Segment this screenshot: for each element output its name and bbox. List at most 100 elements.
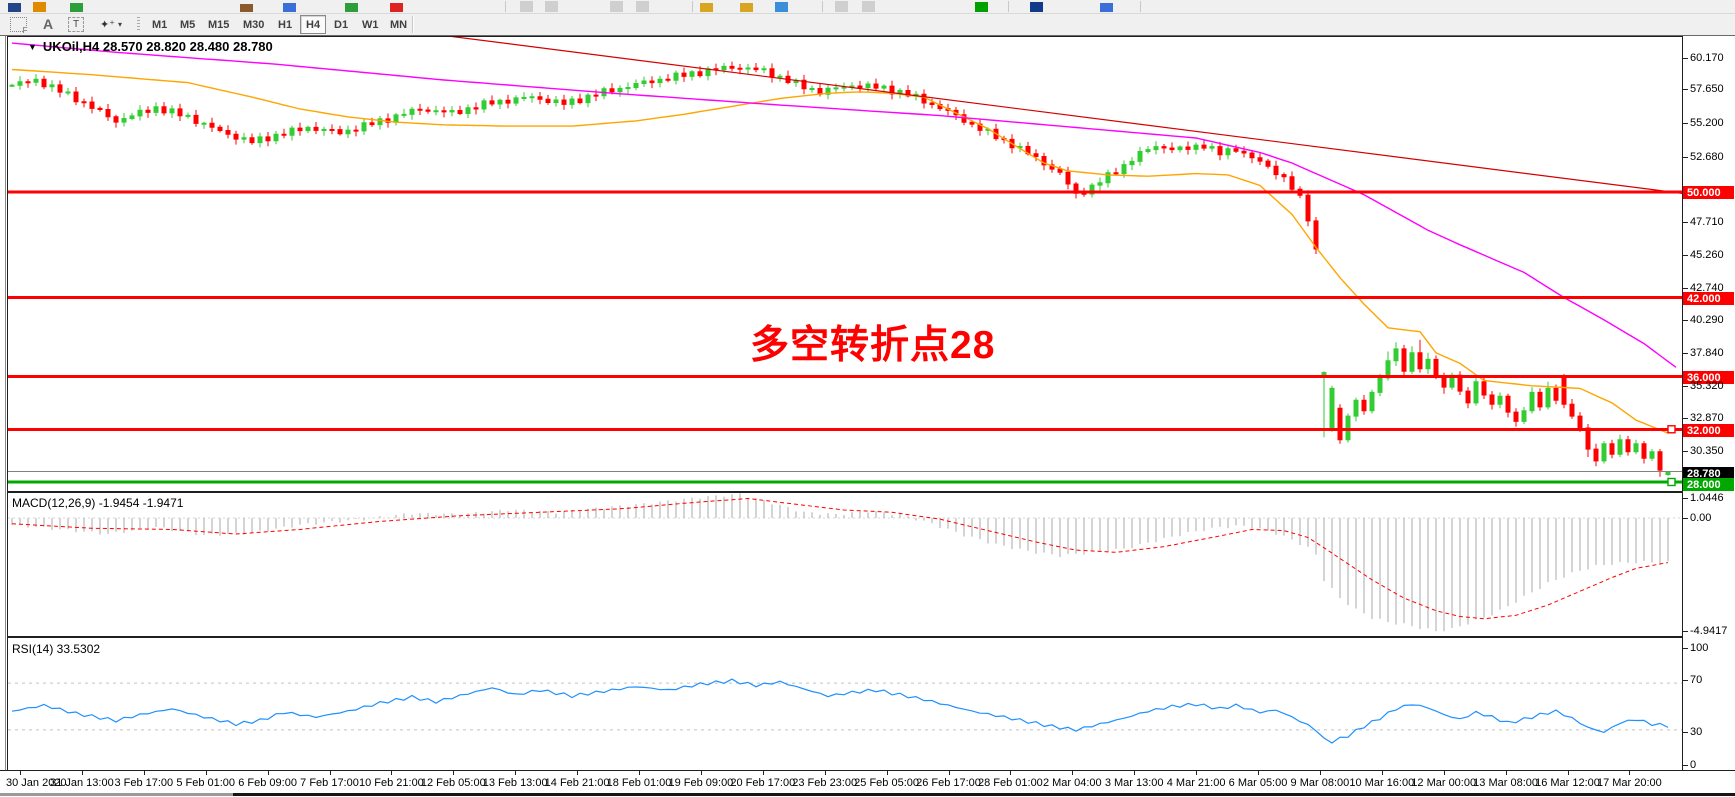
axis-tick — [1683, 222, 1688, 223]
chevron-down-icon: ▾ — [118, 19, 123, 29]
toolbar-icon-fragment[interactable] — [862, 1, 875, 12]
toolbar-icon-fragment[interactable] — [975, 2, 988, 12]
date-axis-label: 31 Jan 13:00 — [50, 777, 114, 789]
date-tick — [700, 771, 702, 775]
price-axis-label: 32.870 — [1690, 412, 1724, 424]
down-candle-bodies — [25, 65, 1663, 471]
date-tick — [329, 771, 331, 775]
annotation-text[interactable]: 多空转折点28 — [750, 324, 996, 367]
axis-tick — [1683, 418, 1688, 419]
line-handle — [1667, 425, 1676, 434]
date-tick — [1567, 771, 1569, 775]
date-axis-label: 12 Mar 00:00 — [1411, 777, 1477, 789]
toolbar-icon-fragment[interactable] — [8, 3, 21, 12]
date-tick — [762, 771, 764, 775]
toolbar-icon-fragment[interactable] — [390, 3, 403, 12]
timeframe-button-m5[interactable]: M5 — [180, 18, 196, 31]
chart-dropdown-icon[interactable]: ▼ — [28, 42, 37, 52]
timeframe-button-mn[interactable]: MN — [390, 18, 408, 31]
toolbar-icon-fragment[interactable] — [610, 1, 623, 12]
axis-tick — [1683, 648, 1688, 649]
date-tick — [143, 771, 145, 775]
timeframe-button-h1[interactable]: H1 — [278, 18, 293, 31]
rsi-indicator-panel[interactable] — [7, 637, 1683, 771]
price-axis-label: 47.710 — [1690, 216, 1724, 228]
level-price-label: 32.000 — [1683, 424, 1734, 437]
date-axis-label: 30 Jan 2020 — [6, 777, 67, 789]
scrollbar-thumb[interactable] — [233, 793, 1735, 796]
axis-tick — [1683, 255, 1688, 256]
date-tick — [639, 771, 640, 775]
toolbar-icon-fragment[interactable] — [636, 1, 649, 12]
date-axis-label: 17 Mar 20:00 — [1596, 777, 1662, 789]
chart-window-top-edge — [0, 35, 1735, 36]
toolbar-separator — [412, 16, 414, 33]
timeframe-button-d1[interactable]: D1 — [334, 18, 349, 31]
toolbar-icon-fragment[interactable] — [1030, 2, 1043, 12]
rsi-label: RSI(14) 33.5302 — [12, 642, 101, 656]
date-axis-label: 16 Mar 12:00 — [1535, 777, 1600, 789]
axis-tick — [1683, 680, 1688, 681]
price-axis-label: 40.290 — [1690, 314, 1724, 326]
date-tick — [81, 771, 83, 775]
date-axis-label: 6 Mar 05:00 — [1228, 777, 1288, 789]
scrollbar-track[interactable] — [0, 793, 233, 796]
toolbar-icon-fragment[interactable] — [283, 3, 296, 12]
ma-slow-magenta-line — [11, 42, 1677, 368]
price-axis-label: 45.260 — [1690, 249, 1724, 261]
grid-icon: F — [9, 16, 28, 35]
toolbar-icon-fragment[interactable] — [1100, 3, 1113, 12]
toolbar-icon-fragment[interactable] — [33, 2, 46, 12]
toolbar-icon-fragment[interactable] — [70, 3, 83, 12]
date-tick — [1381, 771, 1383, 775]
timeframe-button-m1[interactable]: M1 — [152, 18, 168, 31]
price-axis-label: 37.840 — [1690, 347, 1724, 359]
grid-tool-button[interactable]: F — [6, 15, 30, 35]
price-axis-label: 35.320 — [1690, 380, 1724, 392]
chart-title[interactable]: ▼ UKOil,H4 28.570 28.820 28.480 28.780 — [28, 39, 273, 54]
axis-tick — [1683, 732, 1688, 733]
date-tick — [1010, 771, 1012, 775]
axis-tick — [1683, 320, 1688, 321]
axis-tick — [1683, 451, 1688, 452]
date-axis-label: 23 Feb 23:00 — [792, 777, 858, 789]
date-axis-label: 28 Feb 01:00 — [977, 777, 1043, 789]
timeframe-button-h4[interactable]: H4 — [300, 15, 327, 34]
toolbar-icon-fragment[interactable] — [520, 1, 533, 12]
axis-tick — [1683, 353, 1688, 354]
timeframe-button-m30[interactable]: M30 — [243, 18, 265, 31]
axis-tick — [1683, 765, 1688, 766]
main-price-chart[interactable] — [7, 36, 1683, 492]
ma-fast-orange-line — [11, 68, 1669, 434]
macd-histogram — [11, 493, 1669, 632]
timeframe-button-m15[interactable]: M15 — [208, 18, 230, 31]
toolbar-icon-fragment[interactable] — [345, 3, 358, 12]
axis-tick — [1683, 518, 1688, 519]
date-tick — [1134, 771, 1136, 775]
rsi-line — [11, 678, 1669, 744]
toolbar-icon-fragment[interactable] — [835, 1, 848, 12]
price-axis[interactable]: 60.170 57.650 55.200 52.680 50.000 47.710 45.2… — [1683, 36, 1735, 771]
toolbar-icon-fragment[interactable] — [740, 3, 753, 12]
down-candle-wicks — [27, 61, 1661, 477]
toolbar-icon-fragment[interactable] — [775, 2, 788, 12]
price-axis-label: 60.170 — [1690, 52, 1724, 64]
toolbar-separator — [1140, 1, 1141, 12]
date-axis[interactable]: 30 Jan 2020 31 Jan 13:00 3 Feb 17:00 5 Feb … — [0, 770, 1735, 793]
current-price-label: 28.780 — [1683, 467, 1734, 480]
axis-tick — [1683, 157, 1688, 158]
toolbar-icon-fragment[interactable] — [240, 4, 253, 12]
macd-indicator-panel[interactable] — [7, 492, 1683, 637]
toolbar-icon-fragment[interactable] — [545, 1, 558, 12]
text-label-tool-button[interactable]: A — [38, 15, 58, 33]
date-axis-label: 3 Feb 17:00 — [114, 777, 174, 789]
axis-tick — [1683, 631, 1688, 632]
shapes-tool-button[interactable]: ✦⁺ ▾ — [94, 15, 128, 33]
date-axis-label: 26 Feb 17:00 — [916, 777, 981, 789]
toolbar-icon-fragment[interactable] — [700, 3, 713, 12]
text-tool-button[interactable]: T — [64, 15, 88, 33]
timeframe-button-w1[interactable]: W1 — [362, 18, 379, 31]
price-axis-label: 57.650 — [1690, 83, 1724, 95]
up-candle-bodies — [9, 65, 1671, 475]
toolbar-drag-handle[interactable] — [137, 17, 140, 32]
